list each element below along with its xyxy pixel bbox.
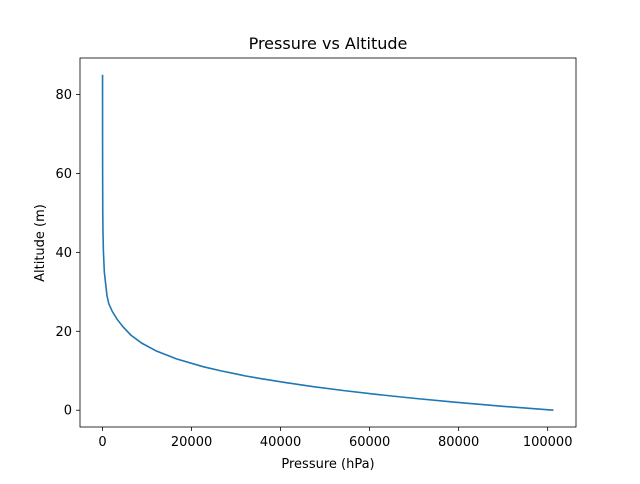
y-tick-label: 40 xyxy=(55,246,72,261)
x-axis-ticks: 0 20000 40000 60000 80000 100000 xyxy=(98,427,572,450)
plot-background xyxy=(80,58,576,427)
x-tick-label: 0 xyxy=(98,435,106,450)
x-tick-label: 20000 xyxy=(171,435,212,450)
y-axis-label: Altitude (m) xyxy=(33,204,48,282)
x-tick-label: 60000 xyxy=(349,435,390,450)
y-tick-label: 0 xyxy=(64,404,72,419)
y-tick-label: 80 xyxy=(55,88,72,103)
series-line-pressure xyxy=(101,74,554,412)
plot-frame xyxy=(79,57,577,428)
y-tick-label: 20 xyxy=(55,325,72,340)
y-axis-ticks: 0 20 40 60 80 xyxy=(55,88,80,419)
x-tick-label: 40000 xyxy=(260,435,301,450)
x-tick-label: 80000 xyxy=(438,435,479,450)
chart-title: Pressure vs Altitude xyxy=(249,34,408,53)
y-tick-label: 60 xyxy=(55,167,72,182)
plot-area xyxy=(79,57,577,428)
x-axis-label: Pressure (hPa) xyxy=(281,457,374,472)
x-tick-label: 100000 xyxy=(523,435,573,450)
